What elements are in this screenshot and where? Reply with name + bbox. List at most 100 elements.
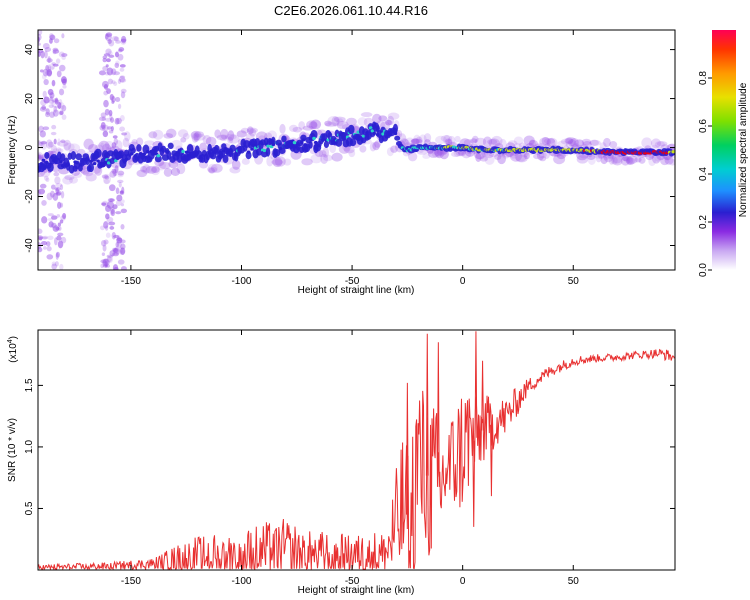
spectral-peak	[119, 155, 123, 159]
spectral-halo	[557, 140, 568, 147]
spectral-speckle	[120, 88, 127, 94]
spectral-speckle	[49, 190, 55, 198]
spectral-speckle	[115, 200, 122, 207]
spectral-speckle	[109, 250, 116, 257]
spectral-halo	[159, 161, 171, 170]
spectral-halo	[487, 139, 498, 145]
spectral-core	[273, 149, 281, 157]
spectral-speckle	[108, 109, 113, 117]
spectral-core	[392, 123, 398, 134]
spectral-speckle	[112, 234, 120, 239]
spectral-halo	[329, 144, 337, 154]
colorbar-tick-label: 0.8	[698, 71, 709, 85]
spectral-speckle	[113, 71, 121, 76]
spectral-speckle	[49, 96, 53, 101]
spectral-halo	[114, 140, 123, 152]
spectral-speckle	[56, 235, 62, 241]
spectral-peak	[92, 161, 97, 166]
spectral-halo	[85, 172, 97, 182]
spectral-halo	[634, 156, 642, 163]
spectral-halo	[374, 140, 381, 148]
spectral-halo	[73, 172, 82, 178]
spectral-core	[255, 148, 263, 156]
spectral-core	[136, 144, 142, 152]
spectral-halo	[507, 140, 518, 147]
spectral-halo	[266, 156, 274, 167]
spectral-halo	[513, 136, 524, 145]
spectrogram-panel: -150 -100 -50 0 50 -40 -20 0 20 40 Height of str…	[7, 29, 749, 296]
spectral-speckle	[102, 65, 109, 72]
spectral-halo	[214, 129, 221, 139]
spectral-halo	[62, 176, 73, 185]
spectral-halo	[451, 151, 461, 158]
spectral-halo	[560, 138, 573, 145]
spectral-speckle	[109, 226, 115, 230]
spectral-halo	[306, 120, 318, 129]
spectral-speckle	[53, 138, 57, 145]
spectral-halo	[151, 166, 160, 174]
spectral-speckle	[119, 75, 126, 79]
spec-x-tick-label: 0	[460, 276, 466, 287]
spectral-halo	[475, 151, 486, 160]
spectral-halo	[528, 139, 538, 147]
spectral-core	[300, 134, 307, 141]
spectral-speckle	[58, 64, 66, 72]
spectral-speckle	[111, 36, 119, 42]
snr-spike	[425, 333, 429, 476]
snr-spike	[481, 360, 484, 431]
spectral-halo	[333, 116, 346, 123]
spectral-halo	[553, 154, 566, 165]
spectral-halo	[411, 138, 420, 145]
spectral-speckle	[38, 247, 43, 253]
spectral-halo	[180, 137, 187, 143]
spectral-speckle	[62, 213, 67, 219]
spectral-speckle	[49, 34, 56, 41]
spectral-speckle	[117, 170, 125, 176]
spectral-halo	[410, 138, 420, 145]
spectral-speckle	[103, 178, 110, 185]
spectral-speckle	[46, 192, 53, 201]
spectral-speckle	[47, 88, 54, 96]
spectral-halo	[163, 168, 173, 177]
spectral-speckle	[117, 78, 122, 85]
spectral-speckle	[120, 224, 125, 230]
spectral-speckle	[112, 247, 117, 252]
spectral-halo	[622, 155, 631, 162]
spectral-halo	[463, 139, 474, 146]
spectral-halo	[668, 158, 675, 166]
spectral-halo	[190, 131, 200, 139]
spectral-speckle	[113, 81, 118, 86]
spectral-halo	[623, 156, 633, 163]
spectral-halo	[523, 135, 535, 146]
spectral-core	[154, 155, 162, 163]
spectral-halo	[423, 133, 432, 143]
spectral-peak	[221, 149, 226, 153]
spectral-halo	[586, 154, 596, 160]
spectral-halo	[564, 137, 574, 144]
spectral-halo	[301, 158, 313, 166]
snr-x-tick-label: -100	[231, 576, 251, 587]
spectral-peak	[671, 150, 675, 154]
snr-y-tick-label: 1.5	[24, 378, 35, 392]
snr-y-tick-label: 0.5	[24, 501, 35, 515]
snr-spike	[490, 424, 493, 497]
spectral-halo	[568, 139, 576, 147]
spectral-speckle	[49, 111, 55, 118]
spectral-speckle	[101, 200, 109, 208]
spectral-halo	[331, 116, 340, 127]
spectral-halo	[289, 124, 298, 133]
spectral-halo	[248, 128, 257, 137]
spectral-halo	[410, 138, 423, 144]
spectral-speckle	[47, 213, 54, 217]
spectral-speckle	[114, 246, 120, 254]
spectral-halo	[327, 116, 340, 127]
spectral-halo	[418, 134, 427, 145]
spectral-speckle	[115, 187, 120, 195]
spec-x-tick-label: -100	[231, 276, 251, 287]
spectral-halo	[405, 137, 415, 146]
spectral-halo	[589, 139, 601, 147]
spectral-speckle	[109, 93, 114, 101]
spectral-speckle	[46, 68, 53, 77]
spectral-speckle	[103, 239, 109, 245]
